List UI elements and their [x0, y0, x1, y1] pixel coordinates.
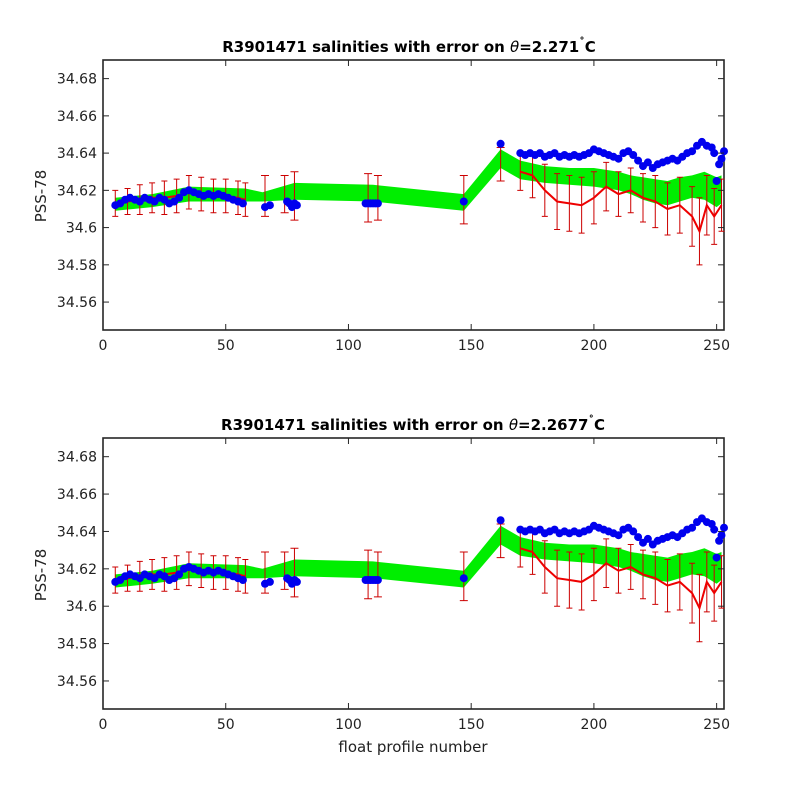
data-point	[175, 570, 184, 579]
data-point	[238, 576, 247, 584]
error-bar	[280, 174, 289, 214]
data-point	[373, 576, 382, 584]
data-point	[459, 574, 468, 583]
data-point	[634, 156, 643, 165]
data-point	[292, 201, 301, 210]
error-bar	[364, 173, 373, 223]
chart-title: R3901471 salinities with error on θ=2.27…	[222, 36, 596, 56]
data-point	[688, 147, 697, 156]
data-point	[720, 523, 728, 532]
y-tick-label: 34.66	[57, 487, 97, 503]
y-axis-label: PSS-78	[32, 549, 50, 602]
data-point	[712, 553, 721, 562]
data-point	[634, 533, 643, 542]
data-point	[643, 158, 652, 167]
plot-area: 34.56 34.58 34.6 34.62 34.64 34.66 34.68 0 50 100…	[57, 437, 730, 733]
x-tick-label: 150	[458, 338, 485, 354]
y-tick-label: 34.62	[57, 183, 97, 199]
y-tick-label: 34.56	[57, 674, 97, 690]
data-point	[373, 199, 382, 208]
chart-top: R3901471 salinities with error on θ=2.27…	[32, 36, 730, 354]
red-line	[520, 170, 723, 235]
data-point	[717, 531, 726, 540]
error-bar	[290, 171, 299, 221]
data-point	[265, 201, 274, 210]
error-bar	[364, 549, 373, 600]
chart-bottom: R3901471 salinities with error on θ=2.26…	[32, 414, 730, 756]
data-point	[175, 193, 184, 202]
x-tick-label: 50	[217, 717, 235, 733]
green-band	[115, 149, 722, 211]
y-tick-label: 34.6	[66, 221, 97, 237]
error-bar	[373, 174, 382, 221]
data-point	[614, 154, 623, 163]
data-point	[717, 154, 726, 163]
data-point	[496, 139, 505, 148]
y-tick-label: 34.64	[57, 146, 97, 162]
y-tick-label: 34.58	[57, 258, 97, 274]
y-axis-label: PSS-78	[32, 170, 50, 223]
red-line	[520, 547, 723, 611]
x-tick-label: 100	[335, 717, 362, 733]
data-point	[710, 525, 719, 534]
data-point	[710, 149, 719, 158]
data-point	[614, 531, 623, 540]
data-point	[265, 577, 274, 586]
data-point	[292, 577, 301, 586]
chart-title: R3901471 salinities with error on θ=2.26…	[221, 414, 605, 434]
x-tick-label: 0	[99, 717, 108, 733]
x-tick-label: 200	[581, 338, 608, 354]
data-point	[496, 516, 505, 525]
error-bar	[280, 551, 289, 590]
plot-area: 34.56 34.58 34.6 34.62 34.64 34.66 34.68 0 50 100…	[57, 59, 730, 354]
data-point	[459, 197, 468, 206]
error-bar	[373, 551, 382, 598]
x-tick-label: 150	[458, 717, 485, 733]
y-tick-label: 34.56	[57, 295, 97, 311]
x-tick-label: 0	[99, 338, 108, 354]
data-point	[643, 534, 652, 543]
y-tick-label: 34.6	[66, 599, 97, 615]
y-tick-label: 34.68	[57, 72, 97, 88]
data-point	[712, 177, 721, 185]
x-tick-label: 200	[581, 717, 608, 733]
x-tick-label: 250	[703, 717, 730, 733]
y-tick-label: 34.64	[57, 524, 97, 540]
y-tick-label: 34.58	[57, 637, 97, 653]
x-tick-label: 50	[217, 338, 235, 354]
data-point	[720, 147, 728, 156]
data-point	[629, 527, 638, 536]
x-axis-label: float profile number	[338, 738, 488, 756]
y-tick-label: 34.62	[57, 562, 97, 578]
x-tick-label: 250	[703, 338, 730, 354]
y-tick-label: 34.66	[57, 109, 97, 125]
data-point	[688, 523, 697, 532]
data-point	[238, 199, 247, 208]
x-tick-label: 100	[335, 338, 362, 354]
y-tick-label: 34.68	[57, 450, 97, 466]
error-bar	[290, 547, 299, 598]
green-band	[115, 525, 722, 588]
data-point	[629, 151, 638, 159]
